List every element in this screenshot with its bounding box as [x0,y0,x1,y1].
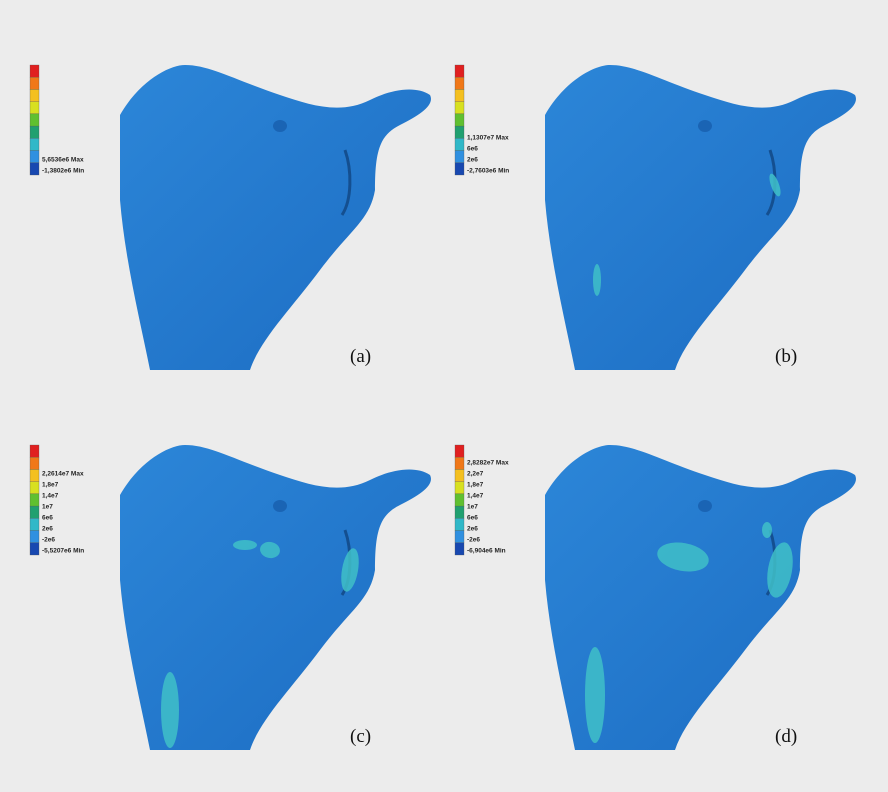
legend-segment [30,482,39,494]
legend-segment [30,102,39,114]
legend-segment [455,482,464,494]
legend-label: 2,8282e7 Max [467,460,509,467]
legend-label: 1e7 [42,504,53,511]
legend-segment [30,151,39,163]
legend-label: -1,3802e6 Min [42,168,84,175]
legend-segment [30,457,39,469]
legend-label: -2,7603e6 Min [467,168,509,175]
legend-label: 1,8e7 [467,482,484,489]
legend-segment [455,506,464,518]
glenoid-hole [698,500,712,512]
legend-segment [455,102,464,114]
legend-segment [455,518,464,530]
legend-segment [30,518,39,530]
legend-segment [455,445,464,457]
legend-segment [30,114,39,126]
legend-label: 2e6 [467,526,478,533]
legend-segment [455,494,464,506]
legend-label: -6,904e6 Min [467,548,506,555]
legend-segment [455,138,464,150]
panel-label: (b) [775,346,797,367]
legend-label: 1,4e7 [467,493,484,500]
panel-label: (a) [350,346,371,367]
stress-patch [585,647,605,743]
legend-label: 2,2614e7 Max [42,471,84,478]
stress-patch [762,522,772,538]
legend-segment [455,89,464,101]
legend-label: -5,5207e6 Min [42,548,84,555]
legend-segment [455,151,464,163]
legend-segment [455,531,464,543]
legend-segment [455,469,464,481]
legend-label: -2e6 [42,537,55,544]
legend-segment [30,445,39,457]
legend-label: 6e6 [467,515,478,522]
legend-segment [30,494,39,506]
legend-label: 2e6 [42,526,53,533]
legend-label: 5,6536e6 Max [42,157,84,164]
legend-segment [455,126,464,138]
figure: 5,6536e6 Max -1,3802e6 Min (a) 1,1307e7 Max… [0,0,888,792]
panel-label: (c) [350,726,371,747]
glenoid-hole [273,500,287,512]
stress-patch [233,540,257,550]
legend-segment [455,457,464,469]
legend-label: 6e6 [42,515,53,522]
legend-segment [30,543,39,555]
legend-label: 1,1307e7 Max [467,135,509,142]
legend-segment [30,89,39,101]
legend-segment [30,65,39,77]
panel-label: (d) [775,726,797,747]
legend-label: 1e7 [467,504,478,511]
legend-segment [30,506,39,518]
legend-segment [30,126,39,138]
stress-patch [593,264,601,296]
legend-label: 2,2e7 [467,471,484,478]
legend-segment [30,163,39,175]
legend-segment [30,138,39,150]
legend-label: 2e6 [467,157,478,164]
legend-segment [455,163,464,175]
glenoid-hole [698,120,712,132]
legend-segment [455,65,464,77]
legend-label: 6e6 [467,146,478,153]
legend-label: -2e6 [467,537,480,544]
stress-patch [161,672,179,748]
legend-segment [30,469,39,481]
legend-segment [30,77,39,89]
glenoid-hole [273,120,287,132]
legend-label: 1,8e7 [42,482,59,489]
legend-segment [455,543,464,555]
legend-segment [30,531,39,543]
legend-segment [455,77,464,89]
legend-segment [455,114,464,126]
legend-label: 1,4e7 [42,493,59,500]
